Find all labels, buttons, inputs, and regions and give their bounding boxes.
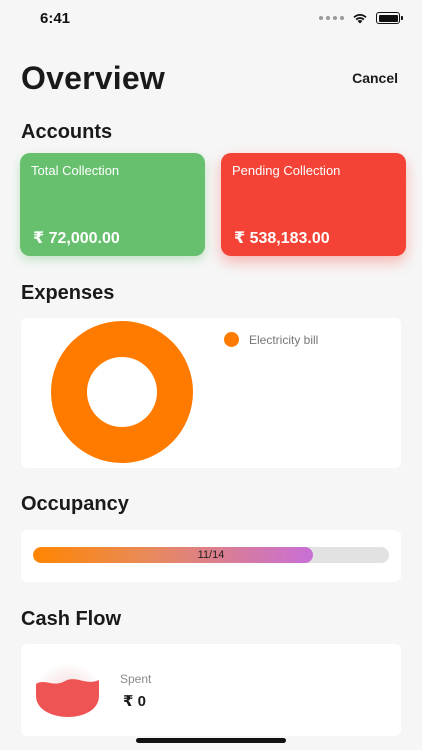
cancel-button[interactable]: Cancel [352, 70, 398, 86]
header: Overview Cancel [21, 58, 401, 98]
occupancy-title: Occupancy [21, 493, 129, 515]
occupancy-panel: 11/14 [21, 530, 401, 582]
expenses-panel: Electricity bill [21, 318, 401, 468]
total-collection-value: ₹ 72,000.00 [33, 230, 120, 247]
status-time: 6:41 [40, 10, 71, 27]
pending-collection-label: Pending Collection [232, 163, 341, 178]
battery-icon [376, 12, 403, 24]
total-collection-card[interactable]: Total Collection ₹ 72,000.00 [20, 153, 205, 256]
total-collection-label: Total Collection [31, 163, 120, 178]
expenses-title: Expenses [21, 282, 115, 304]
expenses-donut-chart[interactable] [21, 318, 201, 468]
legend-label: Electricity bill [249, 332, 319, 347]
status-icons [319, 12, 403, 24]
cash-flow-title: Cash Flow [21, 608, 122, 630]
spent-value: ₹ 0 [123, 693, 146, 710]
wifi-icon [353, 14, 367, 24]
donut-slice-electricity-bill[interactable] [51, 321, 193, 463]
spent-wave-icon [34, 663, 102, 719]
cash-flow-panel: Spent ₹ 0 [21, 644, 401, 736]
home-indicator[interactable] [136, 738, 286, 743]
accounts-title: Accounts [21, 121, 113, 143]
page-title: Overview [21, 59, 165, 96]
status-bar: 6:41 [0, 0, 422, 40]
pending-collection-card[interactable]: Pending Collection ₹ 538,183.00 [221, 153, 406, 256]
occupancy-progress-fill [33, 547, 313, 563]
cellular-signal-icon [319, 16, 344, 20]
spent-label: Spent [120, 672, 152, 686]
pending-collection-value: ₹ 538,183.00 [234, 230, 330, 247]
expenses-legend: Electricity bill [224, 332, 318, 347]
legend-dot [224, 332, 239, 347]
occupancy-progress-label: 11/14 [197, 549, 225, 561]
occupancy-progress-bar: 11/14 [33, 547, 389, 563]
